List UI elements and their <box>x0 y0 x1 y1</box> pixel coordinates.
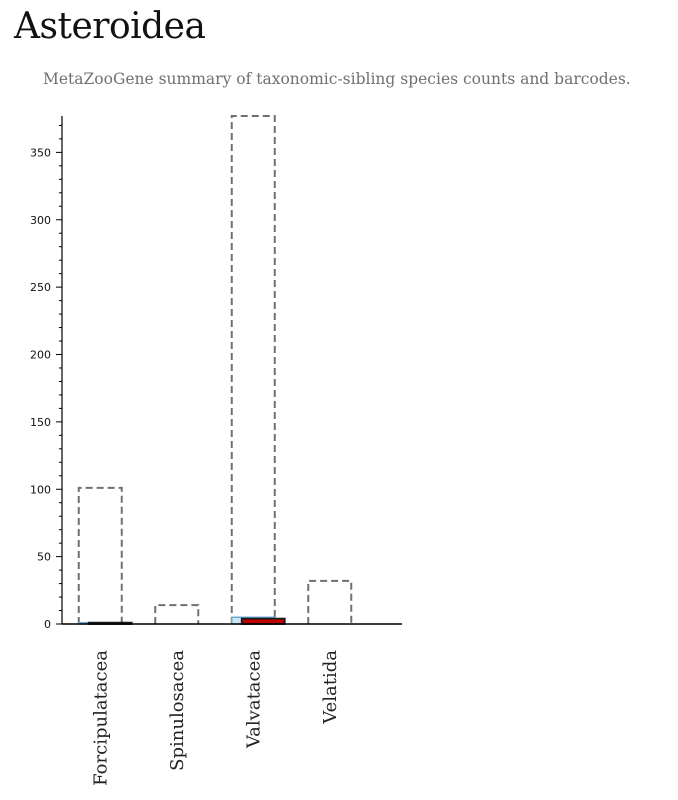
bars <box>77 115 353 625</box>
x-tick-label: Spinulosacea <box>167 650 188 771</box>
y-tick-label: 200 <box>30 349 51 362</box>
x-axis: Forcipulatacea Spinulosacea Valvatacea Vela… <box>62 623 402 786</box>
y-tick-label: 350 <box>30 146 51 159</box>
y-tick-label: 150 <box>30 416 51 429</box>
x-tick-label: Valvatacea <box>243 650 264 749</box>
species-bar <box>154 604 200 624</box>
species-bar <box>230 115 276 624</box>
y-tick-label: 250 <box>30 281 51 294</box>
x-tick-label: Velatida <box>320 650 341 725</box>
y-tick-label: 100 <box>30 483 51 496</box>
page-subtitle: MetaZooGene summary of taxonomic-sibling… <box>43 70 631 88</box>
x-tick-label: Forcipulatacea <box>90 650 111 786</box>
y-tick-label: 300 <box>30 214 51 227</box>
y-tick-label: 0 <box>44 618 51 631</box>
y-axis: 0 50 100 150 200 250 300 350 <box>30 116 63 631</box>
barcodes-bar <box>240 617 286 625</box>
species-bar <box>77 486 123 624</box>
species-bar <box>307 579 353 624</box>
page-title: Asteroidea <box>14 6 206 47</box>
y-tick-label: 50 <box>37 551 51 564</box>
